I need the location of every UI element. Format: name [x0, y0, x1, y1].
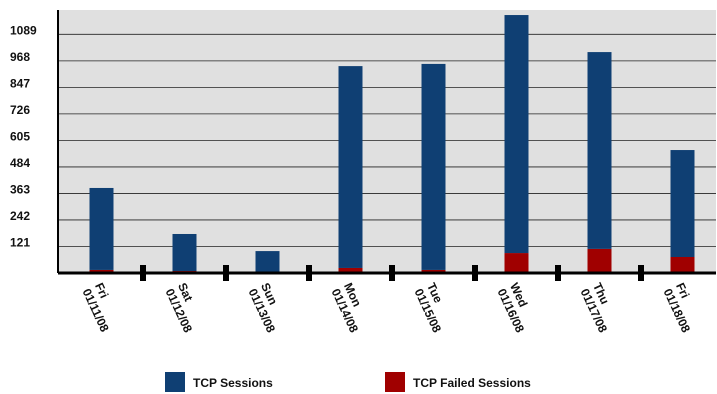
legend-swatch [385, 372, 405, 392]
bar-segment [587, 248, 612, 273]
bar-segment [89, 269, 114, 273]
bar-segment [421, 63, 446, 270]
bar-segment [89, 187, 114, 270]
legend-label: TCP Failed Sessions [413, 376, 531, 390]
bar-segment [338, 267, 363, 273]
legend-label: TCP Sessions [193, 376, 273, 390]
y-tick-label: 968 [10, 50, 30, 64]
x-tick-label: Sat01/12/08 [162, 281, 207, 335]
bar-segment [172, 233, 197, 272]
bar-segment [504, 15, 529, 254]
bar-segment [338, 66, 363, 268]
bar-segment [670, 257, 695, 273]
y-tick-label: 847 [10, 77, 30, 91]
x-tick-label: Fri01/11/08 [79, 281, 124, 335]
y-tick-label: 484 [10, 156, 30, 170]
x-tick-label: Sun01/13/08 [245, 281, 290, 335]
x-tick-label: Tue01/15/08 [411, 281, 456, 335]
y-tick-label: 605 [10, 130, 30, 144]
y-tick-label: 121 [10, 236, 30, 250]
bar-segment [421, 269, 446, 273]
label-line: Fri [673, 281, 692, 301]
y-tick-label: 363 [10, 183, 30, 197]
y-tick-label: 726 [10, 103, 30, 117]
bar-segment [587, 52, 612, 249]
plot-background [58, 10, 716, 273]
legend-swatch [165, 372, 185, 392]
x-tick-label: Fri01/18/08 [660, 281, 705, 335]
label-line: Fri [92, 281, 111, 301]
y-tick-label: 242 [10, 209, 30, 223]
bar-segment [670, 150, 695, 258]
x-tick-label: Mon01/14/08 [328, 281, 373, 335]
bar-segment [504, 253, 529, 273]
x-tick-label: Thu01/17/08 [577, 281, 622, 335]
bar-segment [255, 251, 280, 273]
x-tick-label: Wed01/16/08 [494, 281, 539, 335]
y-tick-label: 1089 [10, 23, 37, 37]
